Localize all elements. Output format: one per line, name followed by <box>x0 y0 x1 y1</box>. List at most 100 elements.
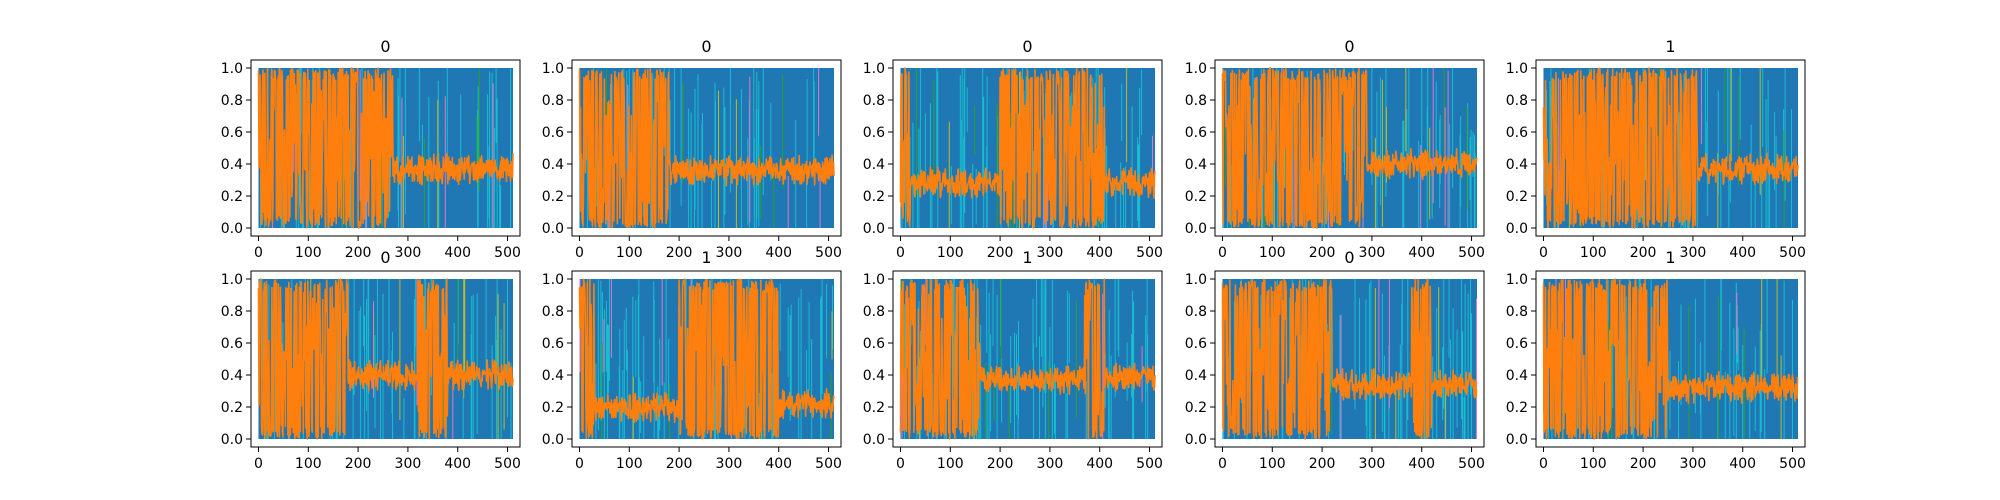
y-tick-label: 0.0 <box>1506 221 1528 237</box>
y-tick-label: 0.4 <box>542 157 564 173</box>
plot-area <box>578 67 835 229</box>
x-tick-label: 500 <box>494 456 521 472</box>
y-tick-label: 0.2 <box>221 400 243 416</box>
plot-area <box>1542 67 1799 229</box>
x-tick-label: 200 <box>987 245 1014 261</box>
plot-area <box>257 278 514 440</box>
foreground-series <box>257 67 514 229</box>
panel-title: 0 <box>1344 248 1354 267</box>
foreground-series <box>1542 67 1799 229</box>
x-tick-label: 100 <box>937 245 964 261</box>
y-tick-label: 0.0 <box>1185 221 1207 237</box>
y-tick-label: 0.8 <box>542 304 564 320</box>
panel-3: 0 100 200 300 400 500 0.0 0.2 0.4 0.6 0.8 1.0 0 <box>863 37 1163 261</box>
y-tick-label: 0.6 <box>542 336 564 352</box>
x-tick-label: 300 <box>716 245 743 261</box>
panel-8: 0 100 200 300 400 500 0.0 0.2 0.4 0.6 0.8 1.0 1 <box>863 248 1163 472</box>
x-tick-label: 0 <box>896 456 905 472</box>
axes-frame <box>571 270 842 448</box>
y-tick-label: 0.4 <box>1506 368 1528 384</box>
x-tick-label: 400 <box>1408 245 1435 261</box>
y-tick-label: 0.2 <box>863 400 885 416</box>
x-tick-label: 100 <box>937 456 964 472</box>
y-tick-label: 0.2 <box>542 400 564 416</box>
x-tick-label: 300 <box>716 456 743 472</box>
foreground-series <box>578 278 835 440</box>
x-tick-label: 300 <box>1359 245 1386 261</box>
foreground-series <box>578 67 835 229</box>
plot-area <box>1221 67 1478 229</box>
y-tick-label: 0.2 <box>1185 189 1207 205</box>
plot-area <box>899 67 1156 229</box>
y-tick-label: 0.8 <box>863 304 885 320</box>
x-tick-label: 500 <box>1136 245 1163 261</box>
x-tick-label: 0 <box>254 456 263 472</box>
y-tick-label: 0.2 <box>1506 189 1528 205</box>
y-tick-label: 0.4 <box>863 157 885 173</box>
x-tick-label: 400 <box>444 245 471 261</box>
accent-series-4 <box>901 279 1143 439</box>
panel-title: 0 <box>1344 37 1354 56</box>
y-tick-label: 0.4 <box>1506 157 1528 173</box>
y-tick-label: 0.6 <box>863 336 885 352</box>
y-tick-label: 1.0 <box>1185 272 1207 288</box>
x-tick-label: 500 <box>494 245 521 261</box>
y-tick-label: 1.0 <box>1506 61 1528 77</box>
panel-title: 0 <box>380 248 390 267</box>
x-tick-label: 100 <box>295 245 322 261</box>
y-tick-label: 0.8 <box>1185 93 1207 109</box>
axes-frame <box>892 59 1163 237</box>
foreground-series <box>899 67 1156 229</box>
y-tick-label: 0.4 <box>542 368 564 384</box>
x-tick-label: 300 <box>1680 456 1707 472</box>
x-tick-label: 500 <box>1458 245 1485 261</box>
x-tick-label: 400 <box>1086 245 1113 261</box>
y-tick-label: 1.0 <box>1506 272 1528 288</box>
x-tick-label: 200 <box>1630 456 1657 472</box>
y-tick-label: 0.6 <box>1506 336 1528 352</box>
y-tick-label: 0.0 <box>221 432 243 448</box>
y-tick-label: 0.8 <box>542 93 564 109</box>
x-tick-label: 300 <box>395 456 422 472</box>
y-tick-label: 0.6 <box>221 125 243 141</box>
y-tick-label: 0.8 <box>221 304 243 320</box>
x-tick-label: 100 <box>616 456 643 472</box>
y-tick-label: 0.0 <box>1506 432 1528 448</box>
x-tick-label: 200 <box>1630 245 1657 261</box>
panel-9: 0 100 200 300 400 500 0.0 0.2 0.4 0.6 0.8 1.0 0 <box>1185 248 1485 472</box>
y-tick-label: 0.6 <box>863 125 885 141</box>
foreground-series <box>899 278 1156 440</box>
x-tick-label: 0 <box>254 245 263 261</box>
x-tick-label: 0 <box>1218 456 1227 472</box>
panel-1: 0 100 200 300 400 500 0.0 0.2 0.4 0.6 0.8 1.0 0 <box>221 37 521 261</box>
foreground-series <box>1542 278 1799 440</box>
y-tick-label: 0.0 <box>863 432 885 448</box>
x-tick-label: 300 <box>1680 245 1707 261</box>
x-tick-label: 300 <box>1359 456 1386 472</box>
foreground-series <box>1221 67 1478 229</box>
y-tick-label: 0.6 <box>1185 336 1207 352</box>
y-tick-label: 0.2 <box>1506 400 1528 416</box>
plot-area <box>899 278 1156 440</box>
y-tick-label: 1.0 <box>221 272 243 288</box>
x-tick-label: 200 <box>666 456 693 472</box>
axes-frame <box>1214 270 1485 448</box>
panel-6: 0 100 200 300 400 500 0.0 0.2 0.4 0.6 0.8 1.0 0 <box>221 248 521 472</box>
x-tick-label: 500 <box>1458 456 1485 472</box>
y-tick-label: 1.0 <box>863 61 885 77</box>
x-tick-label: 100 <box>1259 456 1286 472</box>
x-tick-label: 300 <box>1037 245 1064 261</box>
x-tick-label: 0 <box>1539 456 1548 472</box>
x-tick-label: 500 <box>1136 456 1163 472</box>
x-tick-label: 400 <box>765 245 792 261</box>
x-tick-label: 500 <box>1779 245 1806 261</box>
panel-5: 0 100 200 300 400 500 0.0 0.2 0.4 0.6 0.8 1.0 1 <box>1506 37 1806 261</box>
y-tick-label: 0.6 <box>542 125 564 141</box>
y-tick-label: 0.2 <box>863 189 885 205</box>
axes-frame <box>1214 59 1485 237</box>
y-tick-label: 0.6 <box>1506 125 1528 141</box>
y-tick-label: 1.0 <box>1185 61 1207 77</box>
y-tick-label: 0.6 <box>221 336 243 352</box>
panel-4: 0 100 200 300 400 500 0.0 0.2 0.4 0.6 0.8 1.0 0 <box>1185 37 1485 261</box>
